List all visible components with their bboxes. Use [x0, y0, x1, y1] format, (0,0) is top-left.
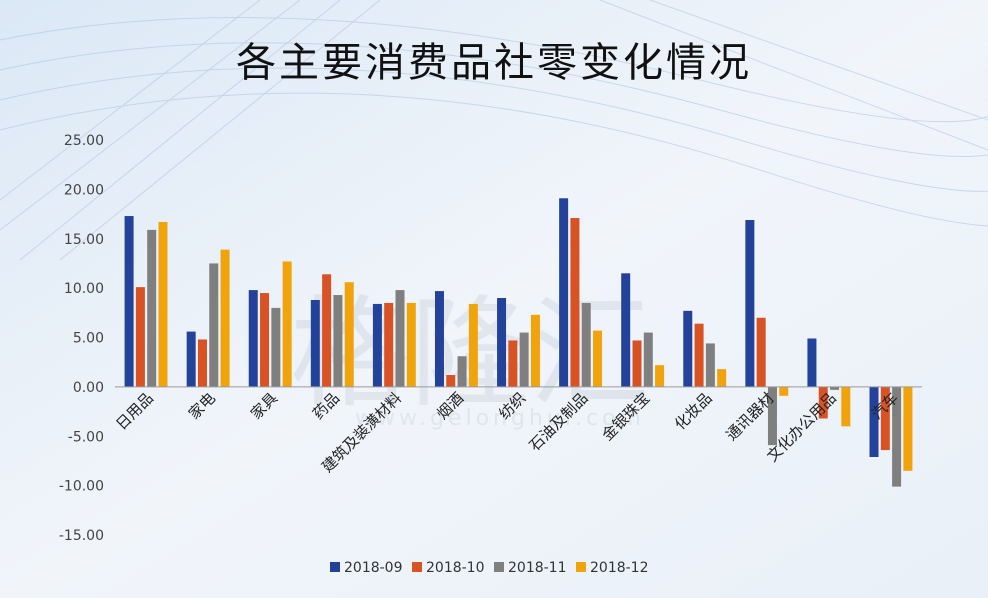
- y-tick-label: 20.00: [64, 182, 104, 198]
- bar-2018-12-11: [841, 386, 851, 427]
- bar-2018-09-3: [310, 299, 320, 387]
- watermark-url: www.gelonghui.com: [355, 406, 645, 431]
- bar-2018-09-0: [124, 216, 134, 387]
- y-tick-label: -10.00: [59, 479, 104, 495]
- legend-label: 2018-12: [590, 560, 649, 576]
- y-tick-label: 10.00: [64, 281, 104, 297]
- bar-2018-10-9: [694, 323, 704, 387]
- bar-2018-12-9: [717, 369, 727, 387]
- bar-2018-11-9: [705, 343, 715, 387]
- bar-2018-11-3: [333, 295, 343, 387]
- y-tick-label: 0.00: [73, 380, 104, 396]
- bar-2018-11-8: [643, 332, 653, 387]
- bar-2018-09-4: [372, 303, 382, 387]
- y-tick-label: 25.00: [64, 133, 104, 149]
- bar-2018-10-0: [135, 287, 145, 387]
- category-label: 家电: [185, 389, 219, 423]
- bar-2018-10-7: [570, 218, 580, 387]
- bar-2018-11-7: [581, 302, 591, 387]
- bar-2018-10-2: [260, 293, 270, 387]
- bar-2018-10-5: [446, 375, 456, 387]
- bar-2018-11-5: [457, 356, 467, 387]
- category-label: 家具: [247, 389, 281, 423]
- legend: 2018-09 2018-10 2018-11 2018-12: [330, 560, 649, 576]
- bar-2018-09-1: [186, 331, 196, 387]
- bar-2018-10-8: [632, 340, 642, 387]
- bar-2018-12-7: [593, 330, 603, 387]
- bar-2018-09-9: [683, 310, 693, 387]
- legend-swatch-2018-11: [494, 562, 504, 572]
- bar-2018-12-8: [655, 365, 665, 387]
- legend-swatch-2018-09: [330, 562, 340, 572]
- bar-2018-09-12: [869, 386, 879, 457]
- bar-2018-11-2: [271, 307, 281, 387]
- category-label: 日用品: [112, 389, 157, 434]
- bar-2018-12-3: [344, 282, 354, 387]
- bar-2018-11-11: [830, 386, 840, 390]
- bar-2018-09-7: [559, 198, 569, 387]
- bar-2018-12-2: [282, 261, 292, 387]
- bar-2018-11-10: [767, 386, 777, 446]
- bar-2018-10-10: [756, 317, 766, 387]
- bar-2018-12-4: [406, 302, 416, 387]
- legend-label: 2018-09: [344, 560, 403, 576]
- bar-2018-12-10: [779, 386, 789, 396]
- bar-2018-12-5: [468, 303, 478, 387]
- bar-2018-12-0: [158, 221, 168, 387]
- bar-2018-11-1: [209, 263, 219, 387]
- y-tick-label: 15.00: [64, 232, 104, 248]
- bar-2018-09-10: [745, 219, 755, 387]
- y-tick-label: 5.00: [73, 331, 104, 347]
- bar-2018-12-6: [530, 314, 540, 387]
- legend-swatch-2018-10: [412, 562, 422, 572]
- category-label: 化妆品: [671, 389, 716, 434]
- bar-2018-10-12: [880, 386, 890, 451]
- bar-2018-11-6: [519, 332, 529, 387]
- legend-swatch-2018-12: [576, 562, 586, 572]
- y-axis: 25.00 20.00 15.00 10.00 5.00 0.00 -5.00 -10.00 -…: [59, 133, 104, 544]
- bar-2018-09-11: [807, 338, 817, 387]
- legend-label: 2018-10: [426, 560, 485, 576]
- bar-2018-10-6: [508, 340, 518, 387]
- bar-2018-09-2: [248, 290, 258, 387]
- y-tick-label: -5.00: [68, 429, 104, 445]
- bar-2018-10-4: [384, 302, 394, 387]
- bar-2018-11-12: [892, 386, 902, 487]
- bar-2018-09-6: [497, 298, 507, 387]
- y-tick-label: -15.00: [59, 528, 104, 544]
- bar-2018-10-1: [197, 339, 207, 387]
- bars: [124, 198, 913, 487]
- bar-2018-12-1: [220, 249, 230, 387]
- bar-2018-09-8: [621, 273, 631, 387]
- bar-2018-11-0: [147, 229, 157, 387]
- chart-title: 各主要消费品社零变化情况: [236, 40, 752, 86]
- bar-2018-11-4: [395, 290, 405, 387]
- bar-2018-09-5: [434, 291, 444, 387]
- bar-2018-10-11: [818, 386, 828, 419]
- bar-2018-12-12: [903, 386, 913, 471]
- legend-label: 2018-11: [508, 560, 567, 576]
- bar-2018-10-3: [322, 274, 332, 387]
